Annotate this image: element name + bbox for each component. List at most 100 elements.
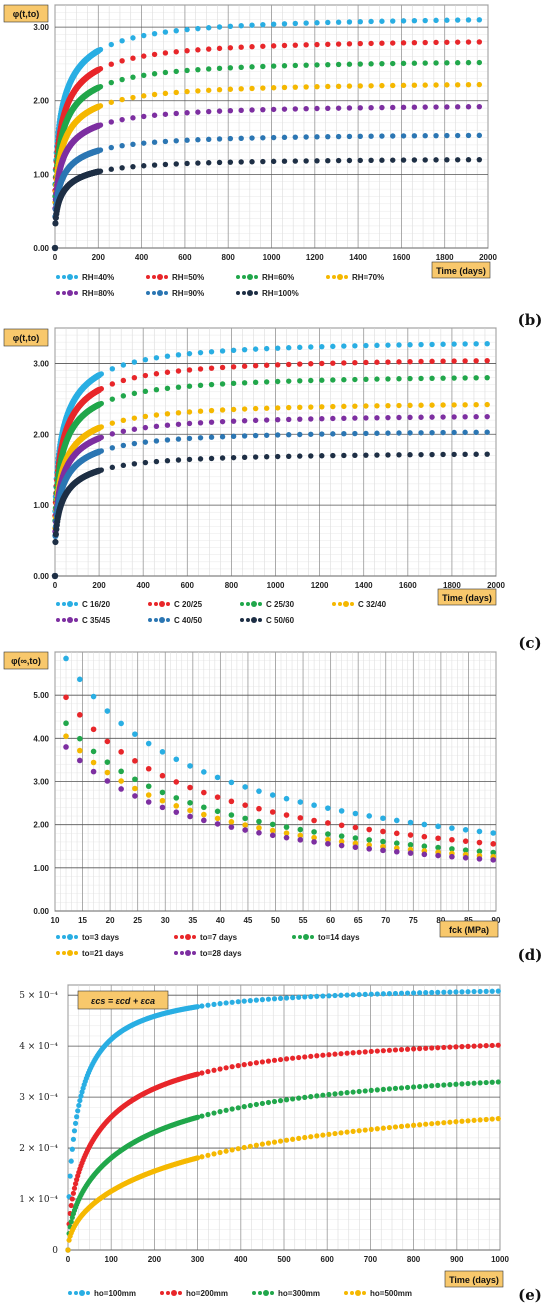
legend-swatch (310, 935, 314, 939)
y-tick-label: 4.00 (33, 734, 49, 743)
data-point (228, 812, 235, 818)
data-point (465, 81, 472, 88)
data-point (162, 161, 169, 168)
x-tick-label: 1000 (491, 1255, 509, 1264)
data-point (356, 1088, 362, 1095)
data-point (186, 420, 193, 427)
x-tick-label: 45 (243, 916, 252, 925)
legend-swatch (56, 602, 60, 606)
data-point (216, 159, 223, 166)
data-point (271, 1098, 278, 1105)
data-point (206, 25, 212, 31)
data-point (454, 60, 461, 66)
data-point (52, 531, 59, 538)
data-point (489, 1042, 495, 1049)
data-point (483, 1043, 489, 1049)
data-point (253, 1060, 259, 1066)
x-axis-label-text: Time (days) (449, 1275, 499, 1285)
data-point (411, 60, 418, 66)
legend-swatch (246, 602, 250, 606)
data-point (380, 991, 386, 997)
data-point (242, 827, 248, 833)
data-point (286, 416, 292, 423)
data-point (400, 157, 407, 163)
data-point (440, 451, 446, 458)
data-point (462, 855, 469, 861)
data-point (197, 349, 204, 356)
data-point (495, 988, 501, 994)
x-tick-label: 15 (78, 916, 87, 925)
data-point (422, 133, 428, 139)
legend-label: to=21 days (82, 949, 124, 958)
data-point (393, 817, 400, 824)
data-point (440, 429, 446, 436)
data-point (368, 1087, 374, 1093)
data-point (297, 832, 304, 839)
data-point (296, 1095, 302, 1101)
data-point (104, 738, 111, 745)
legend-label: C 32/40 (358, 600, 387, 609)
data-point (465, 132, 472, 139)
data-point (449, 846, 455, 852)
data-point (269, 832, 276, 839)
data-point (270, 63, 277, 69)
data-point (97, 122, 104, 128)
data-point (346, 133, 353, 140)
data-point (368, 1126, 374, 1133)
data-point (433, 132, 439, 139)
data-point (141, 140, 147, 146)
data-point (341, 452, 347, 459)
data-point (283, 834, 290, 841)
legend-swatch (326, 275, 330, 279)
data-point (230, 454, 237, 461)
data-point (418, 451, 424, 458)
legend-swatch (164, 291, 168, 295)
data-point (311, 802, 317, 809)
data-point (104, 708, 111, 714)
legend-label: ho=300mm (278, 1289, 320, 1298)
data-point (444, 17, 450, 23)
data-point (131, 415, 138, 421)
data-point (404, 1046, 411, 1052)
data-point (476, 39, 483, 45)
data-point (104, 769, 111, 776)
series-to-21-days (63, 733, 497, 860)
data-point (404, 990, 411, 996)
legend-swatch (178, 1291, 182, 1295)
legend-item: RH=90% (146, 289, 204, 298)
y-axis-label-box (3, 4, 49, 23)
data-point (325, 19, 331, 26)
data-point (208, 455, 215, 462)
data-point (230, 364, 237, 370)
legend-item: C 35/45 (56, 616, 111, 625)
data-point (97, 168, 104, 174)
data-point (465, 1080, 471, 1087)
data-point (319, 415, 325, 422)
legend-label: RH=100% (262, 289, 299, 298)
y-tick-label: 2 × 10⁻⁴ (19, 1144, 58, 1154)
data-point (238, 44, 244, 50)
data-point (390, 157, 396, 163)
data-point (411, 157, 418, 163)
data-point (374, 359, 380, 365)
y-tick-label: 3 × 10⁻⁴ (19, 1093, 58, 1103)
data-point (283, 1097, 290, 1103)
data-point (217, 1109, 223, 1115)
data-point (495, 1042, 501, 1048)
data-point (462, 838, 469, 844)
data-point (256, 788, 262, 794)
data-point (283, 812, 290, 818)
data-point (173, 756, 180, 763)
data-point (275, 405, 281, 411)
data-point (338, 833, 345, 839)
x-tick-label: 85 (464, 916, 473, 925)
data-point (374, 342, 380, 349)
data-point (260, 135, 266, 141)
x-tick-label: 0 (53, 581, 58, 590)
data-point (326, 1052, 332, 1058)
data-point (71, 1185, 78, 1191)
data-point (380, 847, 386, 854)
y-tick-label: 0.00 (33, 244, 49, 253)
data-point (421, 821, 428, 828)
equation-text: εcs = εcd + εca (91, 996, 155, 1006)
